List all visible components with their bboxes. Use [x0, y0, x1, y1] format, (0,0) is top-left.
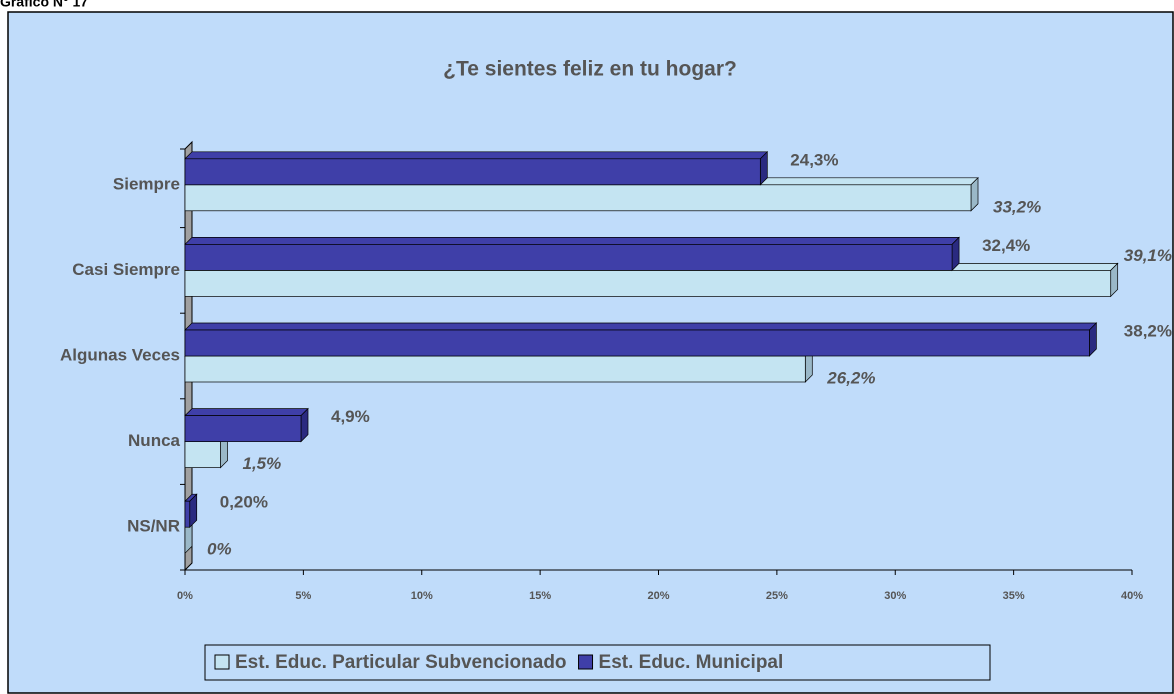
bar-top	[184, 322, 1098, 331]
bar	[184, 415, 302, 442]
value-label: 39,1%	[1124, 246, 1172, 265]
x-tick-label: 35%	[1003, 590, 1025, 602]
value-label: 4,9%	[331, 407, 370, 426]
bar	[184, 158, 761, 186]
bar-top	[184, 408, 309, 416]
legend-label: Est. Educ. Particular Subvencionado	[235, 652, 567, 673]
value-label: 1,5%	[243, 454, 282, 473]
x-tick-label: 0%	[177, 590, 193, 602]
value-label: 38,2%	[1124, 321, 1172, 340]
bar	[184, 184, 972, 212]
x-tick-label: 25%	[766, 590, 788, 602]
y-tick-label: Siempre	[113, 174, 180, 193]
y-tick-label: Casi Siempre	[72, 260, 180, 279]
bar-top	[184, 151, 769, 160]
x-tick-label: 15%	[529, 590, 551, 602]
x-tick-label: 40%	[1121, 590, 1143, 602]
legend-label: Est. Educ. Municipal	[599, 652, 784, 673]
x-tick-label: 5%	[295, 590, 311, 602]
value-label: 0%	[207, 540, 232, 559]
bar-top	[184, 237, 960, 245]
value-label: 26,2%	[826, 368, 875, 387]
bar	[184, 355, 806, 383]
legend	[204, 644, 991, 681]
bar	[184, 244, 953, 271]
chart-title: ¿Te sientes feliz en tu hogar?	[443, 58, 737, 81]
x-tick-label: 20%	[647, 590, 669, 602]
bar	[184, 329, 1090, 357]
legend-swatch	[214, 654, 230, 670]
legend-swatch	[578, 654, 594, 670]
bar	[184, 500, 191, 528]
header: Gráfico N° 17	[0, 0, 88, 10]
value-label: 24,3%	[790, 150, 838, 169]
value-label: 0,20%	[220, 493, 268, 512]
bar	[184, 270, 1112, 297]
value-label: 32,4%	[982, 236, 1030, 255]
x-tick-label: 30%	[884, 590, 906, 602]
x-tick-label: 10%	[411, 590, 433, 602]
y-tick-label: NS/NR	[127, 517, 180, 536]
y-tick-label: Nunca	[128, 431, 181, 450]
bar	[184, 441, 221, 468]
y-tick-label: Algunas Veces	[60, 345, 180, 364]
value-label: 33,2%	[993, 197, 1041, 216]
